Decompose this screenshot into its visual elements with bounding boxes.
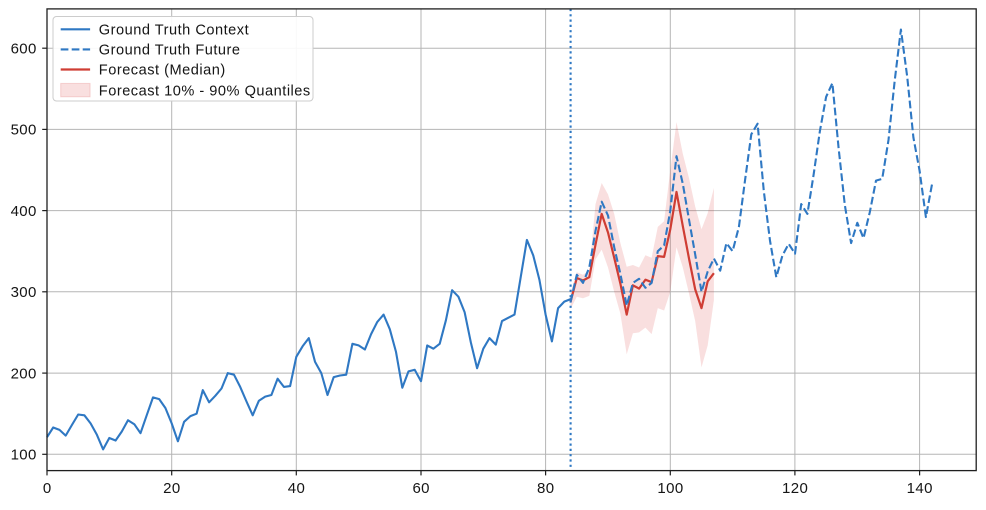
svg-text:400: 400 <box>11 203 37 220</box>
svg-text:0: 0 <box>43 480 52 497</box>
svg-text:80: 80 <box>537 480 555 497</box>
svg-text:300: 300 <box>11 284 37 301</box>
svg-text:140: 140 <box>907 480 933 497</box>
svg-text:20: 20 <box>163 480 181 497</box>
svg-text:Forecast 10% - 90% Quantiles: Forecast 10% - 90% Quantiles <box>99 83 311 99</box>
svg-text:Ground Truth Context: Ground Truth Context <box>99 23 249 39</box>
svg-text:100: 100 <box>657 480 683 497</box>
svg-text:500: 500 <box>11 122 37 139</box>
svg-text:100: 100 <box>11 447 37 464</box>
svg-text:200: 200 <box>11 365 37 382</box>
svg-text:60: 60 <box>412 480 430 497</box>
svg-text:600: 600 <box>11 41 37 58</box>
svg-text:40: 40 <box>288 480 306 497</box>
svg-text:120: 120 <box>782 480 808 497</box>
svg-text:Ground Truth Future: Ground Truth Future <box>99 43 241 59</box>
svg-text:Forecast (Median): Forecast (Median) <box>99 63 226 79</box>
